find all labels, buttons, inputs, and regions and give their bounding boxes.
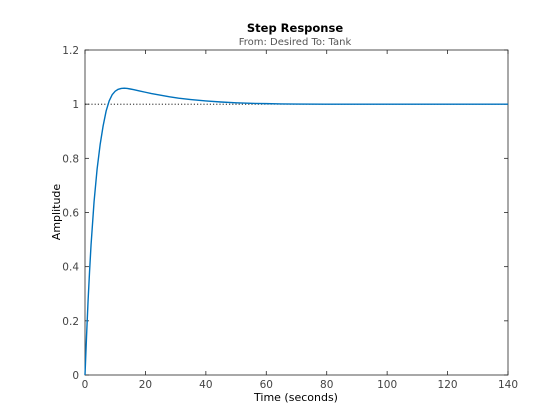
y-tick-label: 0.6 xyxy=(62,208,79,220)
y-tick-label: 0.8 xyxy=(62,153,79,165)
y-tick-label: 1.2 xyxy=(62,45,79,57)
x-tick-label: 40 xyxy=(199,379,212,391)
y-axis-label: Amplitude xyxy=(50,184,63,241)
x-tick-label: 120 xyxy=(438,379,458,391)
x-tick-label: 100 xyxy=(377,379,397,391)
plot-area xyxy=(84,49,509,376)
x-axis-label: Time (seconds) xyxy=(253,391,338,404)
x-tick-label: 60 xyxy=(260,379,273,391)
chart-title: Step Response xyxy=(247,21,343,35)
y-tick-label: 0 xyxy=(72,370,79,382)
x-tick-label: 20 xyxy=(139,379,152,391)
y-tick-label: 0.4 xyxy=(62,262,79,274)
y-tick-label: 1 xyxy=(72,99,79,111)
plot-layer xyxy=(84,87,508,376)
x-tick-label: 140 xyxy=(498,379,518,391)
response-line xyxy=(84,87,508,376)
x-tick-label: 80 xyxy=(320,379,333,391)
chart-subtitle: From: Desired To: Tank xyxy=(239,37,352,48)
x-tick-label: 0 xyxy=(82,379,89,391)
axis-ticks: 0 20 40 60 80 100 120 140 0 0.2 0.4 0.6 0.8 1 1.2 xyxy=(62,45,518,391)
y-tick-label: 0.2 xyxy=(62,316,79,328)
